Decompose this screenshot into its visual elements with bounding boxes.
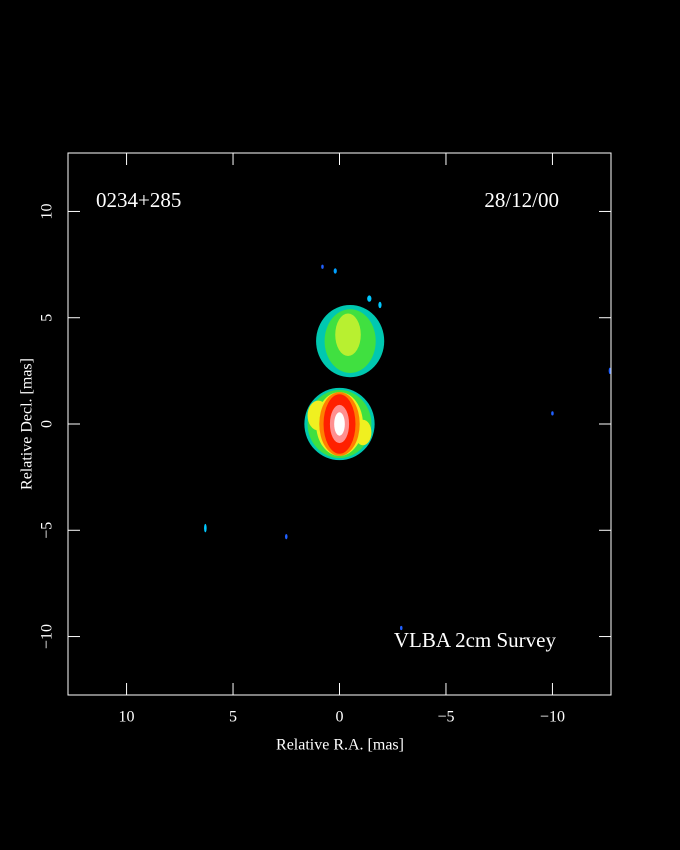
emission-component (333, 268, 337, 274)
x-tick-label: −5 (437, 709, 454, 726)
y-tick-label: 5 (39, 314, 56, 322)
x-tick-label: 0 (336, 709, 344, 726)
x-axis-label: Relative R.A. [mas] (276, 737, 404, 754)
y-tick-label: −10 (39, 624, 56, 649)
y-axis-label: Relative Decl. [mas] (19, 358, 36, 490)
emission-component (399, 625, 403, 631)
y-tick-label: 0 (39, 420, 56, 428)
x-tick-label: −10 (540, 709, 565, 726)
image-layer (204, 264, 612, 631)
emission-component (367, 295, 372, 302)
emission-component (204, 523, 207, 533)
annotation: VLBA 2cm Survey (394, 628, 557, 652)
emission-component (321, 264, 324, 269)
emission-component (551, 411, 554, 416)
emission-component (335, 313, 361, 356)
x-tick-label: 5 (229, 709, 237, 726)
emission-component (334, 412, 345, 436)
emission-component (378, 301, 382, 309)
y-tick-label: −5 (39, 522, 56, 539)
source-name: 0234+285 (96, 188, 181, 212)
y-tick-label: 10 (39, 203, 56, 219)
epoch: 28/12/00 (484, 188, 559, 212)
x-tick-label: 10 (119, 709, 135, 726)
emission-component (284, 533, 288, 540)
